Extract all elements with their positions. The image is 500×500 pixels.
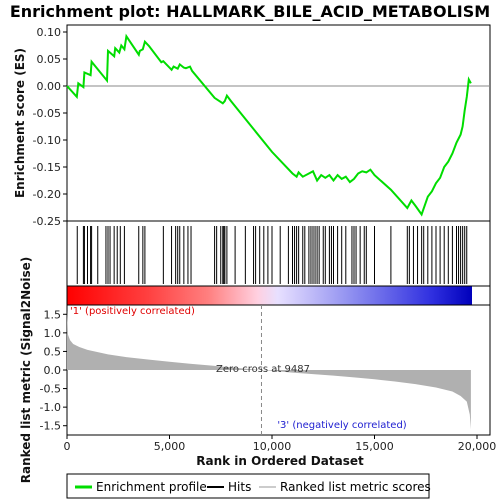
- ranked-metric-panel: 1.5 1.0 0.5 0.0 -0.5 -1.0 -1.5 0 5,000 10,000 15,…: [19, 257, 496, 484]
- ranked-y-tick-label: -1.0: [40, 401, 61, 414]
- legend-label-enrichment-profile: Enrichment profile: [96, 480, 207, 494]
- x-tick-label: 15,000: [355, 440, 394, 453]
- es-y-tick-label: -0.20: [33, 188, 61, 201]
- legend-label-hits: Hits: [228, 480, 251, 494]
- ranked-x-ticks: 0 5,000 10,000 15,000 20,000: [64, 435, 497, 453]
- zero-cross-label: Zero cross at 9487: [216, 364, 310, 375]
- x-axis-label: Rank in Ordered Dataset: [196, 454, 364, 468]
- rank-colorbar: [66, 285, 491, 306]
- ranked-y-axis-label: Ranked list metric (Signal2Noise): [19, 257, 33, 484]
- rank-colorbar-gradient: [67, 286, 472, 305]
- es-y-tick-label: 0.10: [37, 26, 62, 39]
- x-tick-label: 20,000: [458, 440, 497, 453]
- ranked-y-tick-label: 0.0: [44, 364, 62, 377]
- es-y-tick-label: 0.05: [37, 53, 62, 66]
- es-panel: 0.10 0.05 0.00 -0.05 -0.10 -0.15 -0.20 -0.25 En…: [13, 24, 491, 228]
- es-y-tick-label: -0.05: [33, 107, 61, 120]
- chart-title: Enrichment plot: HALLMARK_BILE_ACID_META…: [10, 2, 490, 21]
- hits-panel: [66, 220, 491, 287]
- positive-correlation-label: '1' (positively correlated): [70, 306, 195, 317]
- ranked-y-tick-label: 0.5: [44, 345, 62, 358]
- ranked-y-tick-label: -0.5: [40, 383, 61, 396]
- ranked-y-tick-label: 1.5: [44, 308, 62, 321]
- x-tick-label: 10,000: [253, 440, 292, 453]
- es-panel-frame: [66, 24, 491, 222]
- es-y-ticks: 0.10 0.05 0.00 -0.05 -0.10 -0.15 -0.20 -0.25: [33, 26, 67, 228]
- es-y-tick-label: -0.25: [33, 215, 61, 228]
- es-y-axis-label: Enrichment score (ES): [13, 48, 27, 198]
- hits-panel-frame: [66, 220, 491, 287]
- ranked-y-tick-label: -1.5: [40, 420, 61, 433]
- hit-lines: [76, 226, 468, 284]
- legend-label-ranked-metric: Ranked list metric scores: [280, 480, 431, 494]
- ranked-y-tick-label: 1.0: [44, 327, 62, 340]
- es-y-tick-label: -0.15: [33, 161, 61, 174]
- legend-frame: [66, 473, 430, 499]
- x-tick-label: 5,000: [154, 440, 186, 453]
- ranked-metric-area: [67, 310, 471, 430]
- ranked-y-ticks: 1.5 1.0 0.5 0.0 -0.5 -1.0 -1.5: [40, 308, 67, 433]
- es-y-tick-label: -0.10: [33, 134, 61, 147]
- x-tick-label: 0: [64, 440, 71, 453]
- legend: Enrichment profile Hits Ranked list metr…: [66, 473, 431, 499]
- enrichment-profile-line: [66, 33, 472, 217]
- negative-correlation-label: '3' (negatively correlated): [277, 420, 406, 431]
- es-y-tick-label: 0.00: [37, 80, 62, 93]
